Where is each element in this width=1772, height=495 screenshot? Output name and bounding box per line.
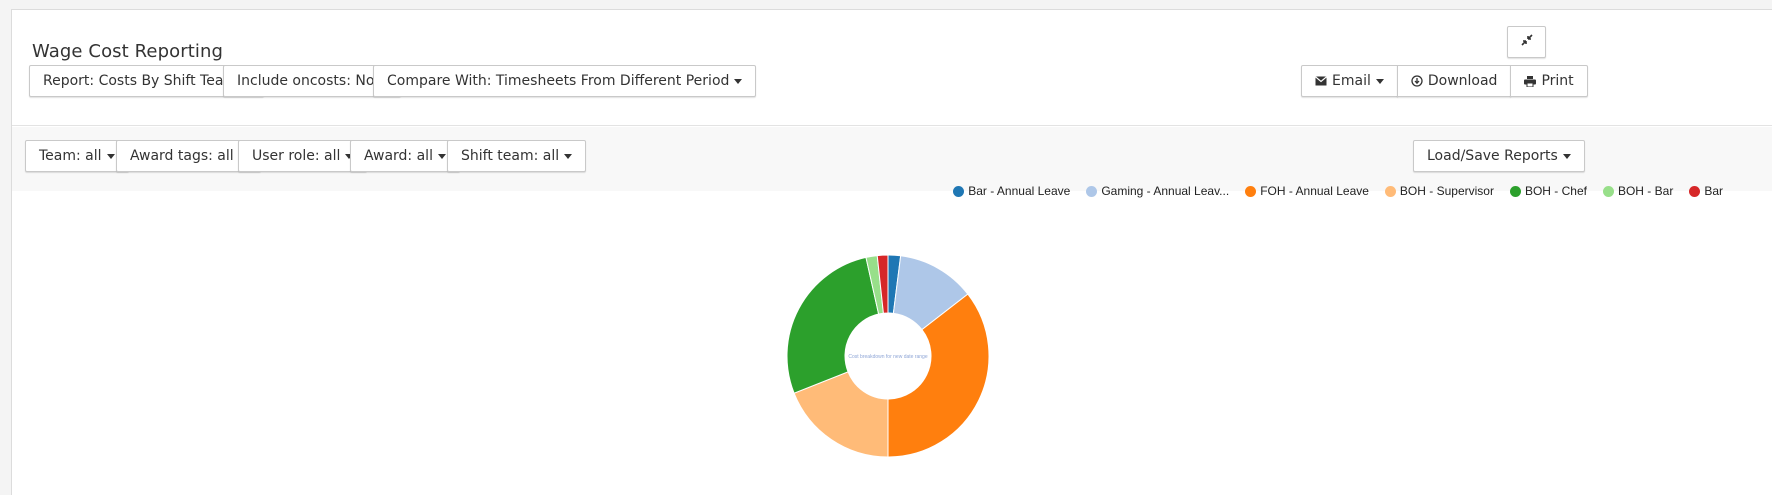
legend-swatch <box>1509 185 1521 197</box>
legend-item[interactable]: Bar <box>1689 184 1723 198</box>
chevron-down-icon <box>345 153 354 159</box>
printer-icon <box>1524 75 1537 87</box>
chevron-down-icon <box>734 78 743 84</box>
chevron-down-icon <box>564 153 573 159</box>
award-filter[interactable]: Award: all <box>350 140 460 172</box>
legend-item[interactable]: BOH - Supervisor <box>1384 184 1494 198</box>
compare-with-dropdown[interactable]: Compare With: Timesheets From Different … <box>373 65 757 97</box>
legend-item[interactable]: BOH - Chef <box>1509 184 1587 198</box>
page-title: Wage Cost Reporting <box>32 41 224 62</box>
legend-swatch <box>1689 185 1701 197</box>
legend-swatch <box>1384 185 1396 197</box>
legend-item[interactable]: Bar - Annual Leave <box>953 184 1070 198</box>
legend-swatch <box>953 185 965 197</box>
award-filter-label: Award: all <box>364 148 433 164</box>
envelope-icon <box>1315 76 1327 86</box>
team-filter[interactable]: Team: all <box>25 140 129 172</box>
print-button[interactable]: Print <box>1510 65 1588 97</box>
shift-team-filter-label: Shift team: all <box>461 148 560 164</box>
wage-cost-panel: Wage Cost Reporting Report: Costs By Shi… <box>11 9 1772 495</box>
user-role-filter-label: User role: all <box>252 148 341 164</box>
award-tags-filter-label: Award tags: all <box>130 148 234 164</box>
shift-team-filter[interactable]: Shift team: all <box>447 140 587 172</box>
email-label: Email <box>1332 73 1371 89</box>
legend-label: BOH - Chef <box>1524 184 1587 198</box>
expand-icon <box>1520 34 1533 50</box>
expand-button[interactable] <box>1507 26 1546 58</box>
award-tags-filter[interactable]: Award tags: all <box>116 140 261 172</box>
legend-item[interactable]: Gaming - Annual Leav... <box>1086 184 1229 198</box>
filter-bar: Team: all Award tags: all User role: all… <box>12 127 1772 191</box>
chevron-down-icon <box>437 153 446 159</box>
load-save-reports-dropdown[interactable]: Load/Save Reports <box>1413 140 1585 172</box>
chart-area <box>12 191 1772 495</box>
legend-label: BOH - Bar <box>1617 184 1674 198</box>
legend-label: Gaming - Annual Leav... <box>1101 184 1230 198</box>
panel-header: Wage Cost Reporting Report: Costs By Shi… <box>12 10 1772 126</box>
include-oncosts-label: Include oncosts: No <box>237 73 375 89</box>
email-button[interactable]: Email <box>1301 65 1398 97</box>
legend-label: Bar - Annual Leave <box>968 184 1071 198</box>
download-button[interactable]: Download <box>1396 65 1512 97</box>
chevron-down-icon <box>1562 153 1571 159</box>
chart-legend: Bar - Annual Leave Gaming - Annual Leav..… <box>937 184 1723 198</box>
chevron-down-icon <box>1375 78 1384 84</box>
export-actions: Email Download Print <box>1301 65 1588 97</box>
download-label: Download <box>1427 73 1498 89</box>
legend-swatch <box>1602 185 1614 197</box>
report-type-label: Report: Costs By Shift Team <box>43 73 238 89</box>
legend-item[interactable]: BOH - Bar <box>1602 184 1674 198</box>
legend-swatch <box>1245 185 1257 197</box>
print-label: Print <box>1541 73 1574 89</box>
chevron-down-icon <box>106 153 115 159</box>
download-icon <box>1411 75 1423 87</box>
legend-swatch <box>1086 185 1098 197</box>
legend-item[interactable]: FOH - Annual Leave <box>1245 184 1369 198</box>
legend-label: BOH - Supervisor <box>1399 184 1494 198</box>
user-role-filter[interactable]: User role: all <box>238 140 368 172</box>
legend-label: Bar <box>1704 184 1723 198</box>
load-save-reports-label: Load/Save Reports <box>1427 148 1558 164</box>
team-filter-label: Team: all <box>39 148 102 164</box>
legend-label: FOH - Annual Leave <box>1260 184 1369 198</box>
compare-with-label: Compare With: Timesheets From Different … <box>387 73 730 89</box>
